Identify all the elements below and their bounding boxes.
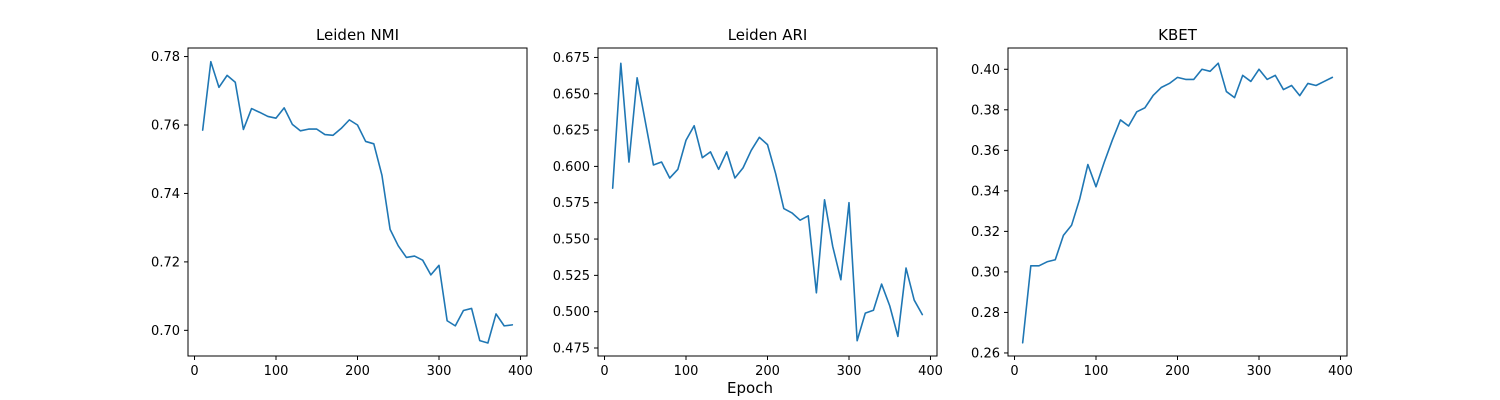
subplot-1: 0 100 200 300 400 0.70 0.72 0.74 0.76 0.78 Leiden … [151, 26, 533, 379]
y-tick-label: 0.675 [553, 51, 590, 66]
series-line [201, 60, 514, 344]
x-tick-label: 400 [918, 364, 943, 379]
y-tick-label: 0.74 [151, 187, 180, 202]
x-tick-label: 300 [837, 364, 862, 379]
y-tick-label: 0.26 [971, 346, 1000, 361]
y-tick-label: 0.76 [151, 119, 180, 134]
x-tick-label: 0 [190, 364, 198, 379]
y-tick-label: 0.34 [971, 184, 1000, 199]
chart-title: Leiden ARI [728, 26, 808, 44]
series-line [1021, 62, 1334, 344]
x-tick-label: 0 [1010, 364, 1018, 379]
chart-title: Leiden NMI [316, 26, 399, 44]
y-tick-label: 0.78 [151, 50, 180, 65]
y-tick-label: 0.28 [971, 306, 1000, 321]
y-tick-label: 0.32 [971, 225, 1000, 240]
y-tick-label: 0.625 [553, 124, 590, 139]
y-tick-label: 0.38 [971, 103, 1000, 118]
axes-frame [187, 47, 528, 357]
y-tick-label: 0.40 [971, 63, 1000, 78]
x-tick-label: 400 [1328, 364, 1353, 379]
axes-frame [1007, 47, 1348, 357]
y-tick-label: 0.525 [553, 269, 590, 284]
x-tick-label: 200 [755, 364, 780, 379]
y-tick-label: 0.72 [151, 255, 180, 270]
x-tick-label: 200 [345, 364, 370, 379]
y-tick-label: 0.475 [553, 342, 590, 357]
x-tick-label: 300 [427, 364, 452, 379]
x-tick-label: 400 [508, 364, 533, 379]
shared-x-axis-label: Epoch [727, 379, 773, 397]
x-tick-label: 200 [1165, 364, 1190, 379]
x-tick-label: 0 [600, 364, 608, 379]
x-tick-label: 100 [1084, 364, 1109, 379]
x-tick-label: 100 [264, 364, 289, 379]
series-line [611, 62, 924, 342]
subplot-2: 0 100 200 300 400 0.475 0.500 0.525 0.550 0.575 0.… [553, 26, 943, 379]
y-tick-label: 0.30 [971, 265, 1000, 280]
axes-frame [597, 47, 938, 357]
subplot-grid: 0 100 200 300 400 0.70 0.72 0.74 0.76 0.78 Leiden … [151, 26, 1353, 379]
chart-title: KBET [1158, 26, 1198, 44]
y-tick-label: 0.550 [553, 233, 590, 248]
x-tick-label: 100 [674, 364, 699, 379]
subplot-3: 0 100 200 300 400 0.26 0.28 0.30 0.32 0.34 0.36 0.3… [971, 26, 1353, 379]
y-tick-label: 0.600 [553, 160, 590, 175]
y-tick-label: 0.575 [553, 196, 590, 211]
y-tick-label: 0.650 [553, 87, 590, 102]
y-tick-label: 0.500 [553, 305, 590, 320]
y-tick-label: 0.70 [151, 324, 180, 339]
x-tick-label: 300 [1247, 364, 1272, 379]
y-tick-label: 0.36 [971, 144, 1000, 159]
